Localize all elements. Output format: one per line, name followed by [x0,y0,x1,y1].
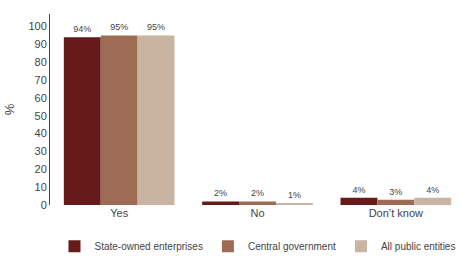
svg-text:95%: 95% [110,22,128,32]
svg-text:50: 50 [35,110,47,122]
svg-text:40: 40 [35,127,47,139]
svg-text:Don’t know: Don’t know [369,207,423,219]
svg-text:20: 20 [35,163,47,175]
svg-text:4%: 4% [352,185,365,195]
svg-text:Central government: Central government [248,241,336,252]
svg-text:1%: 1% [288,190,301,200]
svg-text:90: 90 [35,38,47,50]
svg-text:30: 30 [35,145,47,157]
svg-text:0: 0 [41,199,47,211]
svg-text:70: 70 [35,74,47,86]
svg-text:2%: 2% [251,188,264,198]
svg-text:10: 10 [35,181,47,193]
svg-text:80: 80 [35,56,47,68]
svg-text:2%: 2% [214,188,227,198]
svg-text:4%: 4% [426,185,439,195]
svg-text:Yes: Yes [110,207,128,219]
svg-text:No: No [250,207,264,219]
svg-text:3%: 3% [389,187,402,197]
svg-text:95%: 95% [147,22,165,32]
svg-text:100: 100 [28,20,46,32]
svg-text:%: % [2,103,17,115]
svg-text:60: 60 [35,92,47,104]
svg-text:State-owned enterprises: State-owned enterprises [95,241,203,252]
svg-text:All public entities: All public entities [381,241,455,252]
svg-text:94%: 94% [73,24,91,34]
